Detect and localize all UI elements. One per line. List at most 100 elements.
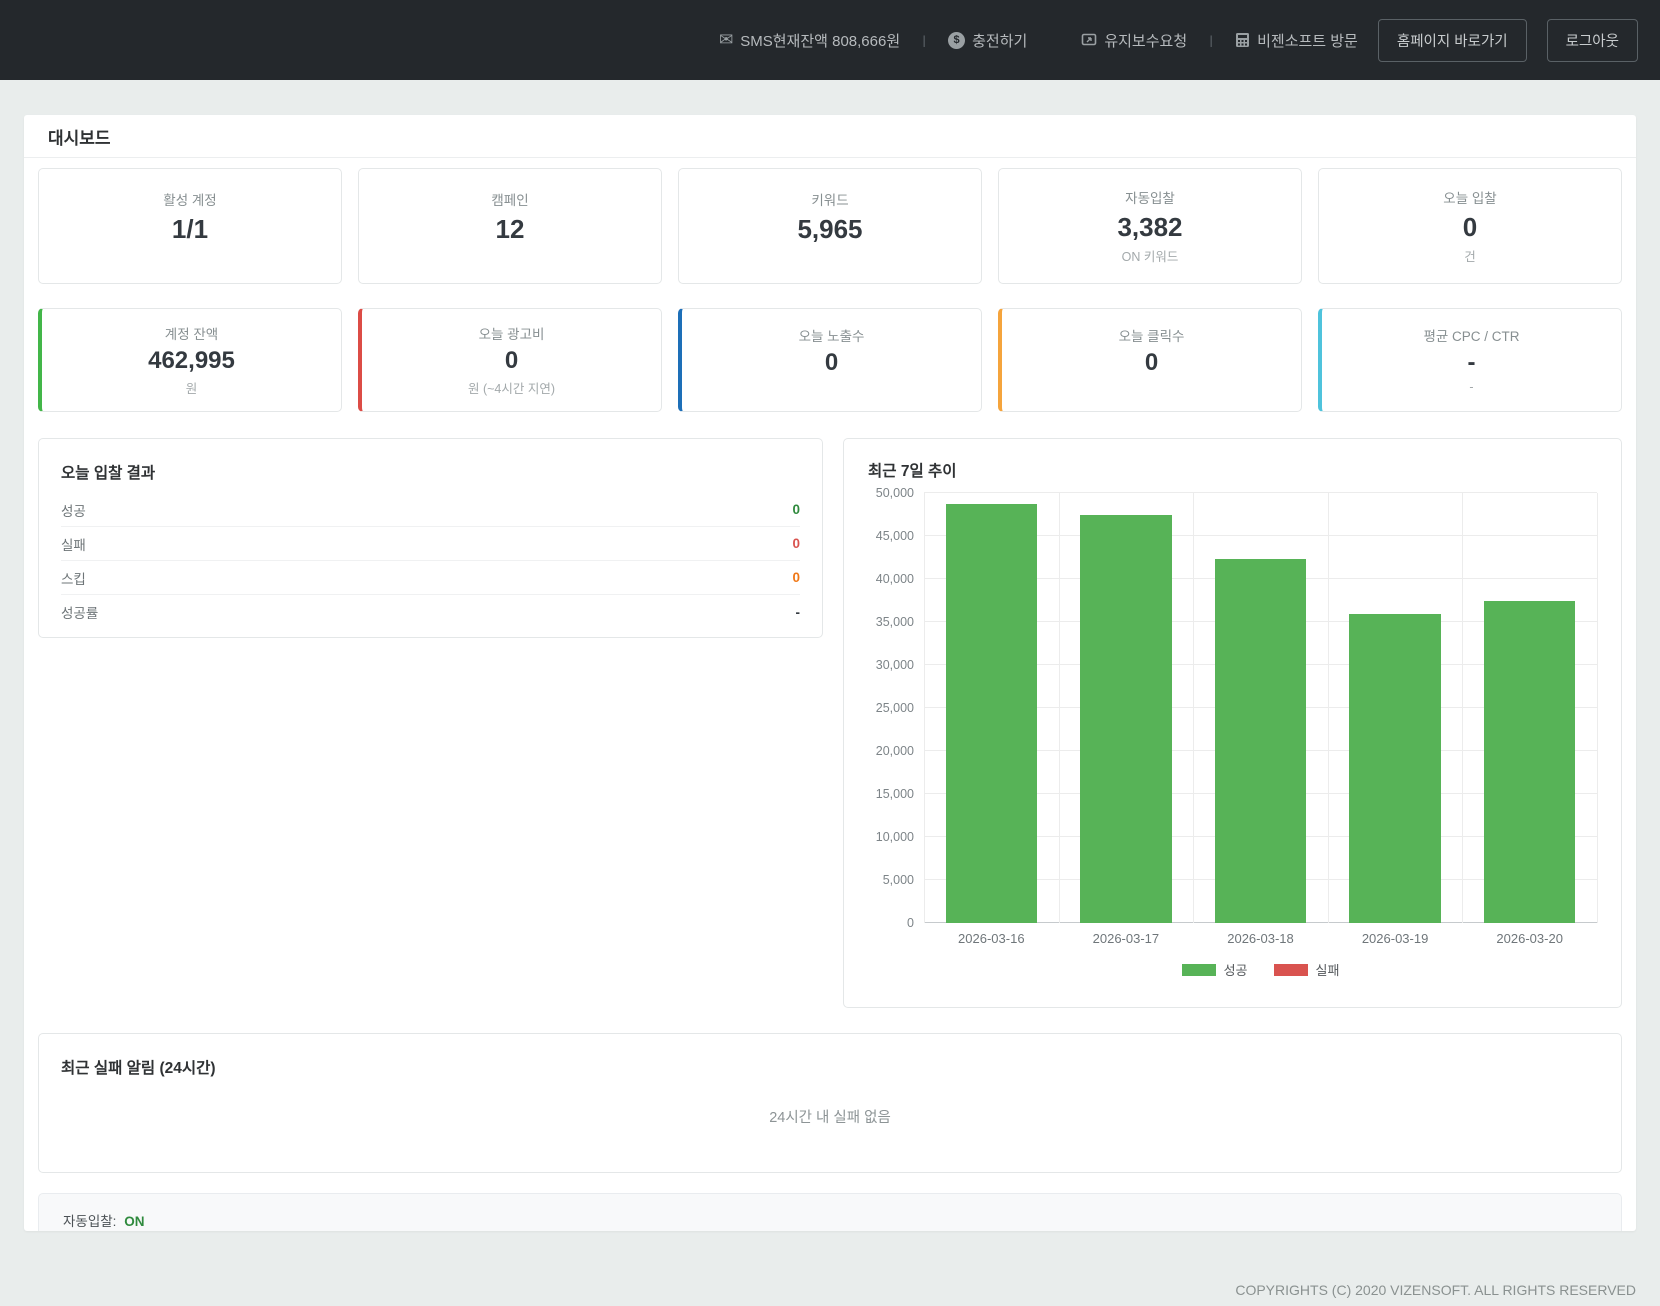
card-today-clicks: 오늘 클릭수 0 [998, 308, 1302, 412]
failure-alert-title: 최근 실패 알림 (24시간) [61, 1060, 216, 1077]
stat-value: - [1467, 349, 1476, 377]
legend-swatch [1181, 963, 1216, 976]
card-keywords: 키워드 5,965 [678, 168, 982, 284]
autobid-status-bar: 자동입찰: ON [38, 1193, 1622, 1231]
stat-sub: 원 (~4시간 지연) [467, 381, 556, 396]
y-tick-label: 20,000 [875, 744, 914, 758]
trend-chart-panel: 최근 7일 추이 0 5,000 10,000 15,000 20,000 25,000 3… [843, 438, 1622, 1008]
bid-result-title: 오늘 입찰 결과 [61, 465, 156, 482]
card-autobid: 자동입찰 3,382 ON 키워드 [998, 168, 1302, 284]
stat-sub: ON 키워드 [1121, 249, 1179, 264]
stat-value: 1/1 [171, 214, 209, 245]
x-tick-label: 2026-03-16 [958, 931, 1025, 946]
stat-value: 0 [824, 349, 839, 377]
legend-item-실패: 실패 [1273, 960, 1340, 979]
chart-legend: 성공 실패 [924, 960, 1597, 979]
stat-sub: 원 [185, 381, 198, 396]
maintenance-label: 유지보수요청 [1104, 32, 1188, 50]
homepage-button[interactable]: 홈페이지 바로가기 [1377, 18, 1527, 62]
y-tick-label: 10,000 [875, 830, 914, 844]
bid-row-value: 0 [792, 570, 800, 585]
legend-swatch [1273, 963, 1308, 976]
stat-value: 0 [504, 347, 519, 375]
stat-label: 키워드 [811, 193, 849, 209]
failure-alert-panel: 최근 실패 알림 (24시간) 24시간 내 실패 없음 [38, 1033, 1622, 1173]
legend-label: 실패 [1315, 963, 1340, 978]
separator: ㅣ [918, 33, 931, 49]
bid-row-value: 0 [792, 502, 800, 517]
chart-title: 최근 7일 추이 [868, 463, 957, 480]
bid-row-value: 0 [792, 536, 800, 551]
x-tick-label: 2026-03-19 [1361, 931, 1429, 946]
copyright-footer: COPYRIGHTS (C) 2020 VIZENSOFT. ALL RIGHT… [1235, 1282, 1636, 1298]
y-tick-label: 25,000 [875, 701, 914, 715]
failure-empty-text: 24시간 내 실패 없음 [769, 1110, 891, 1126]
x-tick-label: 2026-03-17 [1092, 931, 1160, 946]
bid-row-label: 실패 [61, 537, 86, 553]
x-tick-label: 2026-03-20 [1496, 931, 1563, 946]
stat-value: 0 [1462, 212, 1478, 243]
separator: ㅣ [1205, 33, 1218, 49]
stat-label: 오늘 입찰 [1443, 191, 1497, 207]
y-tick-label: 30,000 [875, 658, 914, 672]
bid-row-skip: 스킵 0 [61, 561, 800, 595]
maintenance-link[interactable]: 유지보수요청 [1081, 30, 1187, 51]
y-tick-label: 45,000 [875, 529, 914, 543]
legend-item-성공: 성공 [1181, 960, 1248, 979]
bid-row-value: - [795, 604, 801, 620]
gridline-vertical [1327, 493, 1329, 923]
legend-label: 성공 [1223, 963, 1248, 978]
envelope-icon: ✉ [718, 30, 734, 49]
card-active-accounts: 활성 계정 1/1 [38, 168, 342, 284]
stat-sub: - [1469, 379, 1474, 394]
recharge-label: 충전하기 [972, 32, 1028, 50]
gridline-vertical [1597, 493, 1598, 923]
gridline [924, 535, 1597, 536]
stat-label: 오늘 클릭수 [1118, 329, 1185, 345]
recharge-link[interactable]: $ 충전하기 [948, 30, 1027, 51]
y-tick-label: 50,000 [875, 486, 914, 500]
card-campaigns: 캠페인 12 [358, 168, 662, 284]
stat-value: 12 [495, 214, 525, 245]
y-tick-label: 40,000 [875, 572, 914, 586]
stat-sub: 건 [1464, 249, 1476, 264]
chart-y-axis: 0 5,000 10,000 15,000 20,000 25,000 30,000 35,0… [868, 486, 924, 930]
bid-result-panel: 오늘 입찰 결과 성공 0 실패 0 스킵 0 성공률 [38, 438, 823, 638]
metric-cards-row: 계정 잔액 462,995 원 오늘 광고비 0 원 (~4시간 지연) 오늘 … [38, 308, 1622, 412]
y-tick-label: 0 [907, 916, 914, 930]
stat-label: 활성 계정 [163, 193, 217, 209]
gridline-vertical [1462, 493, 1464, 923]
card-today-impressions: 오늘 노출수 0 [678, 308, 982, 412]
stat-value: 462,995 [148, 347, 235, 375]
stat-label: 캠페인 [491, 193, 529, 209]
stat-label: 오늘 노출수 [798, 329, 865, 345]
bar-성공-2026-03-18 [1214, 559, 1307, 923]
card-avg-cpc-ctr: 평균 CPC / CTR - - [1318, 308, 1622, 412]
autobid-label: 자동입찰: [63, 1214, 117, 1229]
chart-x-axis: 2026-03-16 2026-03-17 2026-03-18 2026-03-19… [924, 931, 1597, 946]
stat-label: 자동입찰 [1125, 191, 1175, 207]
bid-row-success: 성공 0 [61, 493, 800, 527]
dashboard-card: 대시보드 활성 계정 1/1 캠페인 12 키워드 5,965 자동입찰 3,3… [24, 115, 1636, 1231]
gridline [924, 492, 1597, 493]
gridline-vertical [924, 493, 925, 923]
gridline-vertical [1193, 493, 1195, 923]
logout-button[interactable]: 로그아웃 [1546, 18, 1638, 62]
stat-value: 0 [1144, 349, 1159, 377]
bar-성공-2026-03-17 [1080, 514, 1172, 923]
sms-balance: ✉ SMS현재잔액 808,666원 [719, 30, 900, 51]
y-tick-label: 15,000 [875, 787, 914, 801]
bar-성공-2026-03-19 [1349, 614, 1441, 923]
page-title: 대시보드 [48, 128, 111, 148]
coin-icon: $ [948, 31, 966, 49]
summary-cards-row: 활성 계정 1/1 캠페인 12 키워드 5,965 자동입찰 3,382 ON… [38, 168, 1622, 284]
visit-label: 비젠소프트 방문 [1257, 32, 1358, 50]
y-tick-label: 35,000 [875, 615, 914, 629]
autobid-status: ON [124, 1214, 145, 1229]
visit-link[interactable]: 비젠소프트 방문 [1235, 30, 1358, 51]
calculator-icon [1235, 32, 1250, 48]
card-today-adcost: 오늘 광고비 0 원 (~4시간 지연) [358, 308, 662, 412]
card-account-balance: 계정 잔액 462,995 원 [38, 308, 342, 412]
x-tick-label: 2026-03-18 [1227, 931, 1294, 946]
card-today-bids: 오늘 입찰 0 건 [1318, 168, 1622, 284]
